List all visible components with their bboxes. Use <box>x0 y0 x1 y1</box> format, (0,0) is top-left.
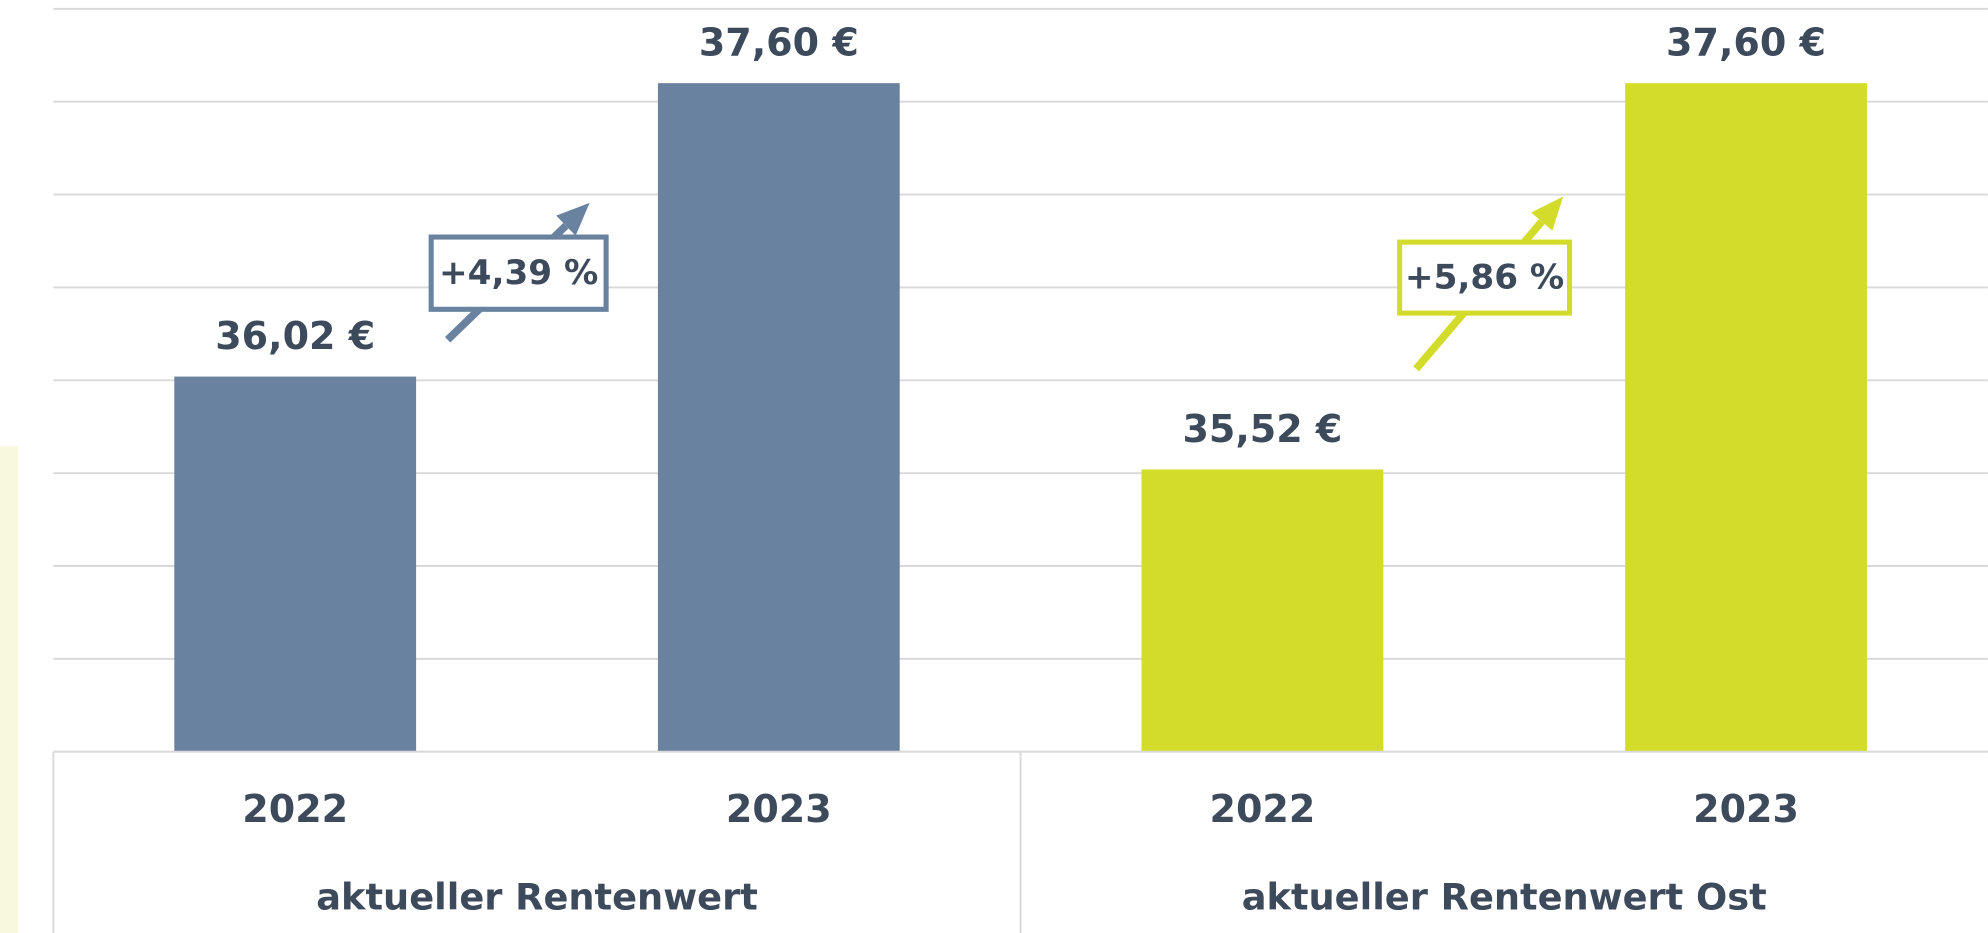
category-label: 2023 <box>726 787 832 831</box>
group-label: aktueller Rentenwert Ost <box>1242 875 1767 918</box>
change-box <box>1397 239 1573 316</box>
arrow-head <box>1531 196 1564 231</box>
arrow-head <box>556 202 590 236</box>
bar <box>174 376 417 752</box>
change-label: +5,86 % <box>1405 257 1564 297</box>
value-label: 35,52 € <box>1182 407 1342 451</box>
category-label: 2022 <box>242 787 348 831</box>
bar <box>1141 469 1384 752</box>
side-strip <box>0 446 18 933</box>
group-label: aktueller Rentenwert <box>316 875 758 918</box>
value-label: 37,60 € <box>1666 21 1826 65</box>
value-label: 37,60 € <box>699 21 859 65</box>
value-label: 36,02 € <box>215 314 375 358</box>
bar <box>657 83 900 752</box>
change-box <box>428 234 609 312</box>
bar <box>1625 83 1867 752</box>
change-label: +4,39 % <box>439 253 598 293</box>
category-label: 2023 <box>1693 787 1799 831</box>
category-label: 2022 <box>1210 787 1316 831</box>
